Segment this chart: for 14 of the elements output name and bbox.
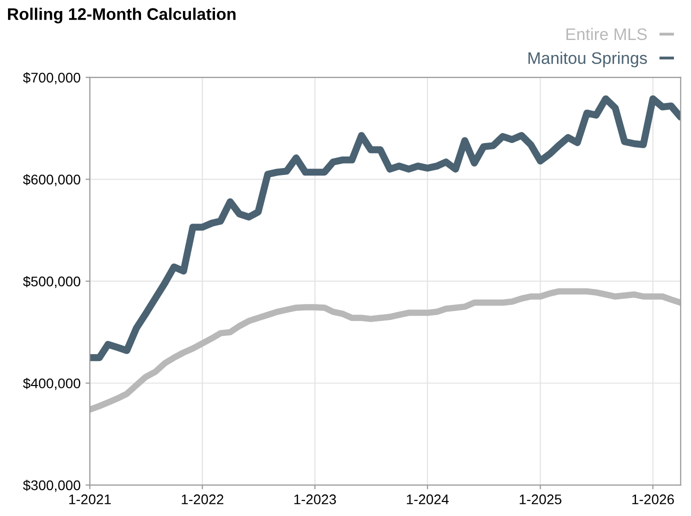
y-tick-label: $700,000: [23, 72, 80, 84]
x-tick-label: 1-2024: [406, 494, 449, 504]
x-tick-label: 1-2026: [632, 494, 674, 504]
chart-title: Rolling 12-Month Calculation: [8, 8, 236, 24]
x-tick-label: 1-2025: [520, 494, 562, 504]
y-tick-label: $500,000: [23, 276, 80, 288]
y-tick-label: $400,000: [23, 378, 80, 390]
y-tick-label: $600,000: [23, 174, 80, 186]
y-tick-label: $300,000: [23, 480, 80, 492]
x-tick-label: 1-2022: [182, 494, 224, 504]
x-tick-label: 1-2023: [294, 494, 336, 504]
legend-label: Entire MLS: [566, 28, 647, 40]
x-tick-label: 1-2021: [69, 494, 111, 504]
legend-label: Manitou Springs: [528, 52, 647, 68]
